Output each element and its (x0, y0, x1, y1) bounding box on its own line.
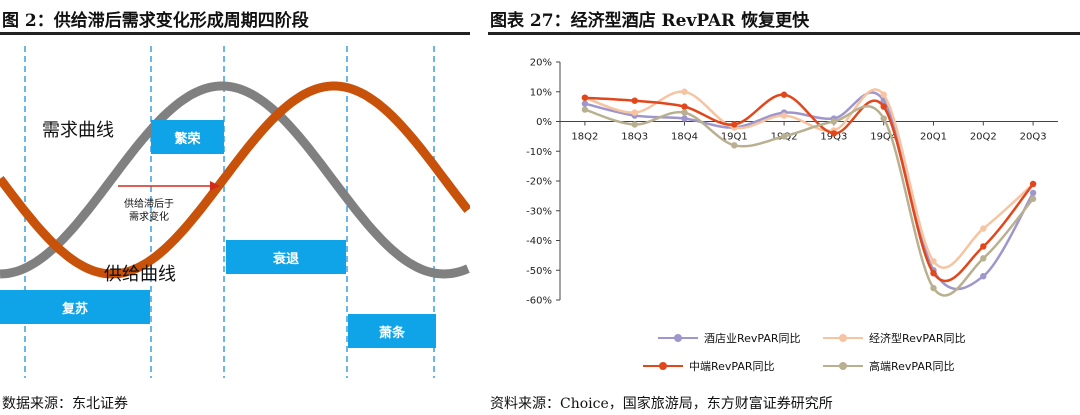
legend-swatch-3 (823, 361, 863, 371)
y-tick-label: 10% (530, 87, 552, 98)
legend-label-0: 酒店业RevPAR同比 (704, 332, 801, 345)
demand-curve (0, 81, 470, 279)
y-tick-label: -40% (526, 236, 552, 247)
x-tick-label: 18Q3 (621, 132, 648, 143)
y-tick-label: 0% (536, 117, 552, 128)
series-3-point (780, 133, 788, 140)
x-tick-label: 20Q1 (920, 132, 947, 143)
x-tick-label: 20Q2 (970, 132, 997, 143)
x-tick-label: 18Q4 (671, 132, 698, 143)
series-1-point (980, 225, 987, 232)
left-figure-title: 图 2：供给滞后需求变化形成周期四阶段 (2, 11, 309, 31)
series-0-point (1029, 189, 1037, 197)
lag-note-line-1: 供给滞后于 (124, 199, 174, 210)
series-0-point (581, 100, 589, 107)
series-1-point (631, 109, 638, 116)
series-1-point (681, 88, 688, 95)
series-3-point (1029, 195, 1037, 203)
revpar-chart-panel: 图表 27：经济型酒店 RevPAR 恢复更快 20% 10% 0% -10% -20%… (488, 0, 1080, 415)
lag-note: 供给滞后于 需求变化 (124, 198, 174, 224)
x-tick-label: 18Q2 (571, 132, 598, 143)
phase-dividers (24, 46, 435, 378)
series-2-point (631, 97, 638, 104)
legend-label-3: 高端RevPAR同比 (869, 360, 955, 373)
legend-swatch-2 (643, 361, 683, 371)
phase-recovery-box: 复苏 (0, 290, 150, 324)
series-2-point (830, 130, 838, 137)
legend-label-2: 中端RevPAR同比 (689, 360, 775, 373)
series-2-point (780, 91, 788, 98)
left-title-rule (0, 32, 470, 35)
x-tick-label: 19Q4 (870, 132, 897, 143)
x-tick-label: 19Q1 (721, 132, 748, 143)
y-tick-label: 20% (530, 58, 552, 69)
series-0-point (681, 115, 688, 122)
right-figure-title: 图表 27：经济型酒店 RevPAR 恢复更快 (490, 11, 810, 31)
supply-curve-label: 供给曲线 (104, 264, 176, 285)
series-2-point (681, 103, 688, 110)
legend-item-3: 高端RevPAR同比 (823, 358, 955, 374)
series-3-point (930, 284, 937, 292)
supply-curve (0, 81, 470, 279)
lag-arrow (118, 181, 220, 191)
legend-item-1: 经济型RevPAR同比 (823, 330, 966, 346)
y-tick-label: -10% (526, 147, 552, 158)
revpar-line-chart: 20% 10% 0% -10% -20% -30% -40% -50% -60% 18Q2 18Q… (526, 58, 1058, 307)
series-1-point (930, 258, 937, 265)
phase-depression-box: 萧条 (348, 314, 436, 348)
series-layer (581, 88, 1037, 297)
cycle-curves (0, 46, 470, 378)
series-2-point (980, 243, 987, 250)
y-axis: 20% 10% 0% -10% -20% -30% -40% -50% -60% (526, 58, 561, 307)
series-1-point (780, 112, 788, 119)
series-3-point (731, 142, 738, 149)
series-3-point (681, 109, 688, 116)
series-2-point (581, 94, 589, 101)
legend-swatch-1 (823, 333, 863, 343)
y-tick-label: -60% (526, 296, 552, 307)
y-tick-label: -50% (526, 266, 552, 277)
x-tick-label: 20Q3 (1020, 132, 1047, 143)
legend-label-1: 经济型RevPAR同比 (869, 332, 966, 345)
series-line-2 (584, 93, 1035, 283)
y-tick-label: -20% (526, 177, 552, 188)
series-3-point (880, 115, 887, 122)
series-0-point (980, 273, 987, 280)
series-2-point (731, 121, 738, 128)
series-2-point (1029, 180, 1037, 188)
legend-item-0: 酒店业RevPAR同比 (658, 330, 801, 346)
cycle-diagram-panel: 图 2：供给滞后需求变化形成周期四阶段 需求曲线 供给曲线 供给滞后于 需求变化… (0, 0, 470, 415)
lag-note-line-2: 需求变化 (129, 212, 169, 223)
legend-swatch-0 (658, 333, 698, 343)
legend-item-2: 中端RevPAR同比 (643, 358, 775, 374)
y-tick-label: -30% (526, 206, 552, 217)
series-2-point (880, 103, 887, 110)
left-source-note: 数据来源：东北证券 (2, 396, 128, 412)
series-1-point (880, 91, 887, 98)
right-title-rule (488, 32, 1080, 35)
series-3-point (631, 121, 638, 128)
phase-prosperity-box: 繁荣 (151, 120, 224, 154)
series-3-point (830, 118, 838, 125)
series-3-point (980, 255, 987, 262)
series-2-point (930, 270, 937, 277)
series-3-point (581, 106, 589, 113)
phase-recession-box: 衰退 (226, 240, 346, 274)
demand-curve-label: 需求曲线 (42, 120, 114, 141)
right-source-note: 资料来源：Choice，国家旅游局，东方财富证券研究所 (490, 396, 833, 412)
x-tick-label: 19Q3 (820, 132, 847, 143)
